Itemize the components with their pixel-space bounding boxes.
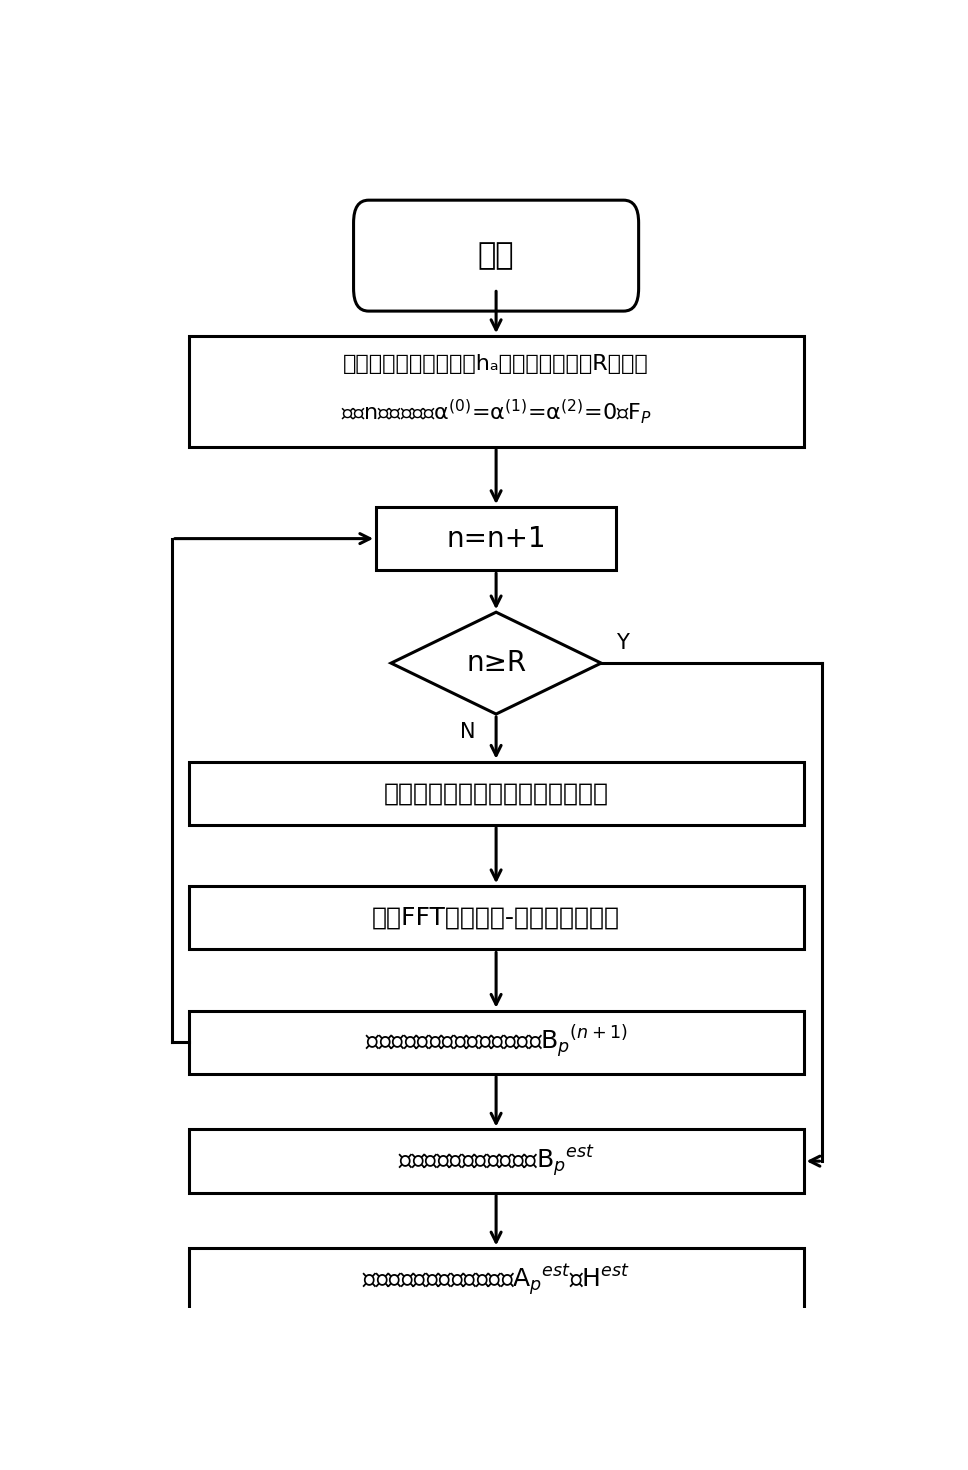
Polygon shape: [391, 612, 601, 714]
Text: 初始化：初始迭代结果hₐ、最大迭代次数R、迭代: 初始化：初始迭代结果hₐ、最大迭代次数R、迭代: [344, 354, 649, 375]
Text: 经后置处理门限筛选得到B$_p$$^{est}$: 经后置处理门限筛选得到B$_p$$^{est}$: [398, 1144, 594, 1179]
Text: 开始: 开始: [478, 241, 514, 270]
Bar: [189, 1129, 803, 1192]
Bar: [189, 761, 803, 825]
Text: 索引n、加速因子α$^{(0)}$=α$^{(1)}$=α$^{(2)}$=0、F$_P$: 索引n、加速因子α$^{(0)}$=α$^{(1)}$=α$^{(2)}$=0、…: [341, 397, 651, 426]
Text: Y: Y: [616, 632, 628, 653]
Bar: [189, 337, 803, 447]
Bar: [189, 1248, 803, 1311]
Text: 更新变量：当前迭代的迭代结果B$_p$$^{(n+1)}$: 更新变量：当前迭代的迭代结果B$_p$$^{(n+1)}$: [365, 1023, 627, 1061]
Bar: [376, 507, 616, 570]
Text: N: N: [460, 722, 475, 742]
Text: n≥R: n≥R: [466, 650, 527, 678]
Bar: [189, 1010, 803, 1075]
Text: 基于矢量外推方法的加速迭代模块: 基于矢量外推方法的加速迭代模块: [383, 781, 609, 806]
Text: 利用多项式基扩展模型求解A$_p$$^{est}$和H$^{est}$: 利用多项式基扩展模型求解A$_p$$^{est}$和H$^{est}$: [362, 1263, 630, 1298]
FancyBboxPatch shape: [353, 200, 639, 312]
Text: n=n+1: n=n+1: [446, 525, 546, 553]
Bar: [189, 886, 803, 950]
Text: 基于FFT的理查森-露西反卷积模块: 基于FFT的理查森-露西反卷积模块: [372, 906, 620, 931]
